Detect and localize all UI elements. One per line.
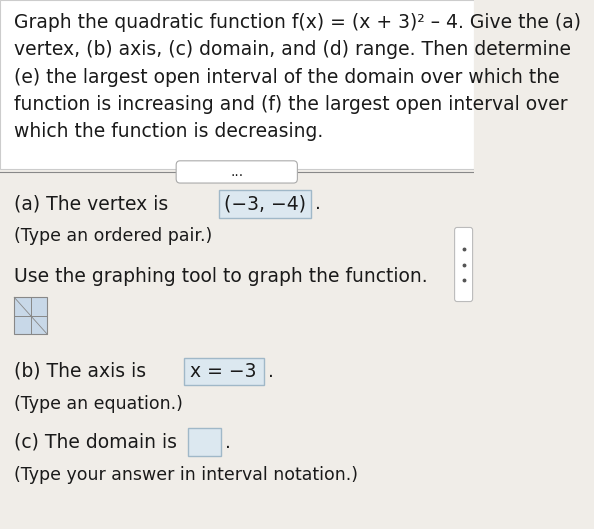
Text: .: . xyxy=(225,433,231,452)
Text: (Type an equation.): (Type an equation.) xyxy=(14,395,183,413)
FancyBboxPatch shape xyxy=(184,358,264,385)
FancyBboxPatch shape xyxy=(14,297,48,334)
Text: .: . xyxy=(315,194,321,213)
Text: (−3, −4): (−3, −4) xyxy=(224,194,306,213)
FancyBboxPatch shape xyxy=(188,428,221,456)
Text: ...: ... xyxy=(230,165,244,179)
Text: (c) The domain is: (c) The domain is xyxy=(14,433,177,452)
Text: .: . xyxy=(267,362,273,381)
Text: (b) The axis is: (b) The axis is xyxy=(14,362,146,381)
FancyBboxPatch shape xyxy=(0,0,473,169)
FancyBboxPatch shape xyxy=(176,161,298,183)
Text: Use the graphing tool to graph the function.: Use the graphing tool to graph the funct… xyxy=(14,267,428,286)
FancyBboxPatch shape xyxy=(219,190,311,218)
Text: Graph the quadratic function f(x) = (x + 3)² – 4. Give the (a)
vertex, (b) axis,: Graph the quadratic function f(x) = (x +… xyxy=(14,13,581,141)
Text: (Type an ordered pair.): (Type an ordered pair.) xyxy=(14,227,213,245)
Text: (Type your answer in interval notation.): (Type your answer in interval notation.) xyxy=(14,466,358,484)
Text: x = −3: x = −3 xyxy=(191,362,257,381)
Text: (a) The vertex is: (a) The vertex is xyxy=(14,194,169,213)
FancyBboxPatch shape xyxy=(454,227,473,302)
